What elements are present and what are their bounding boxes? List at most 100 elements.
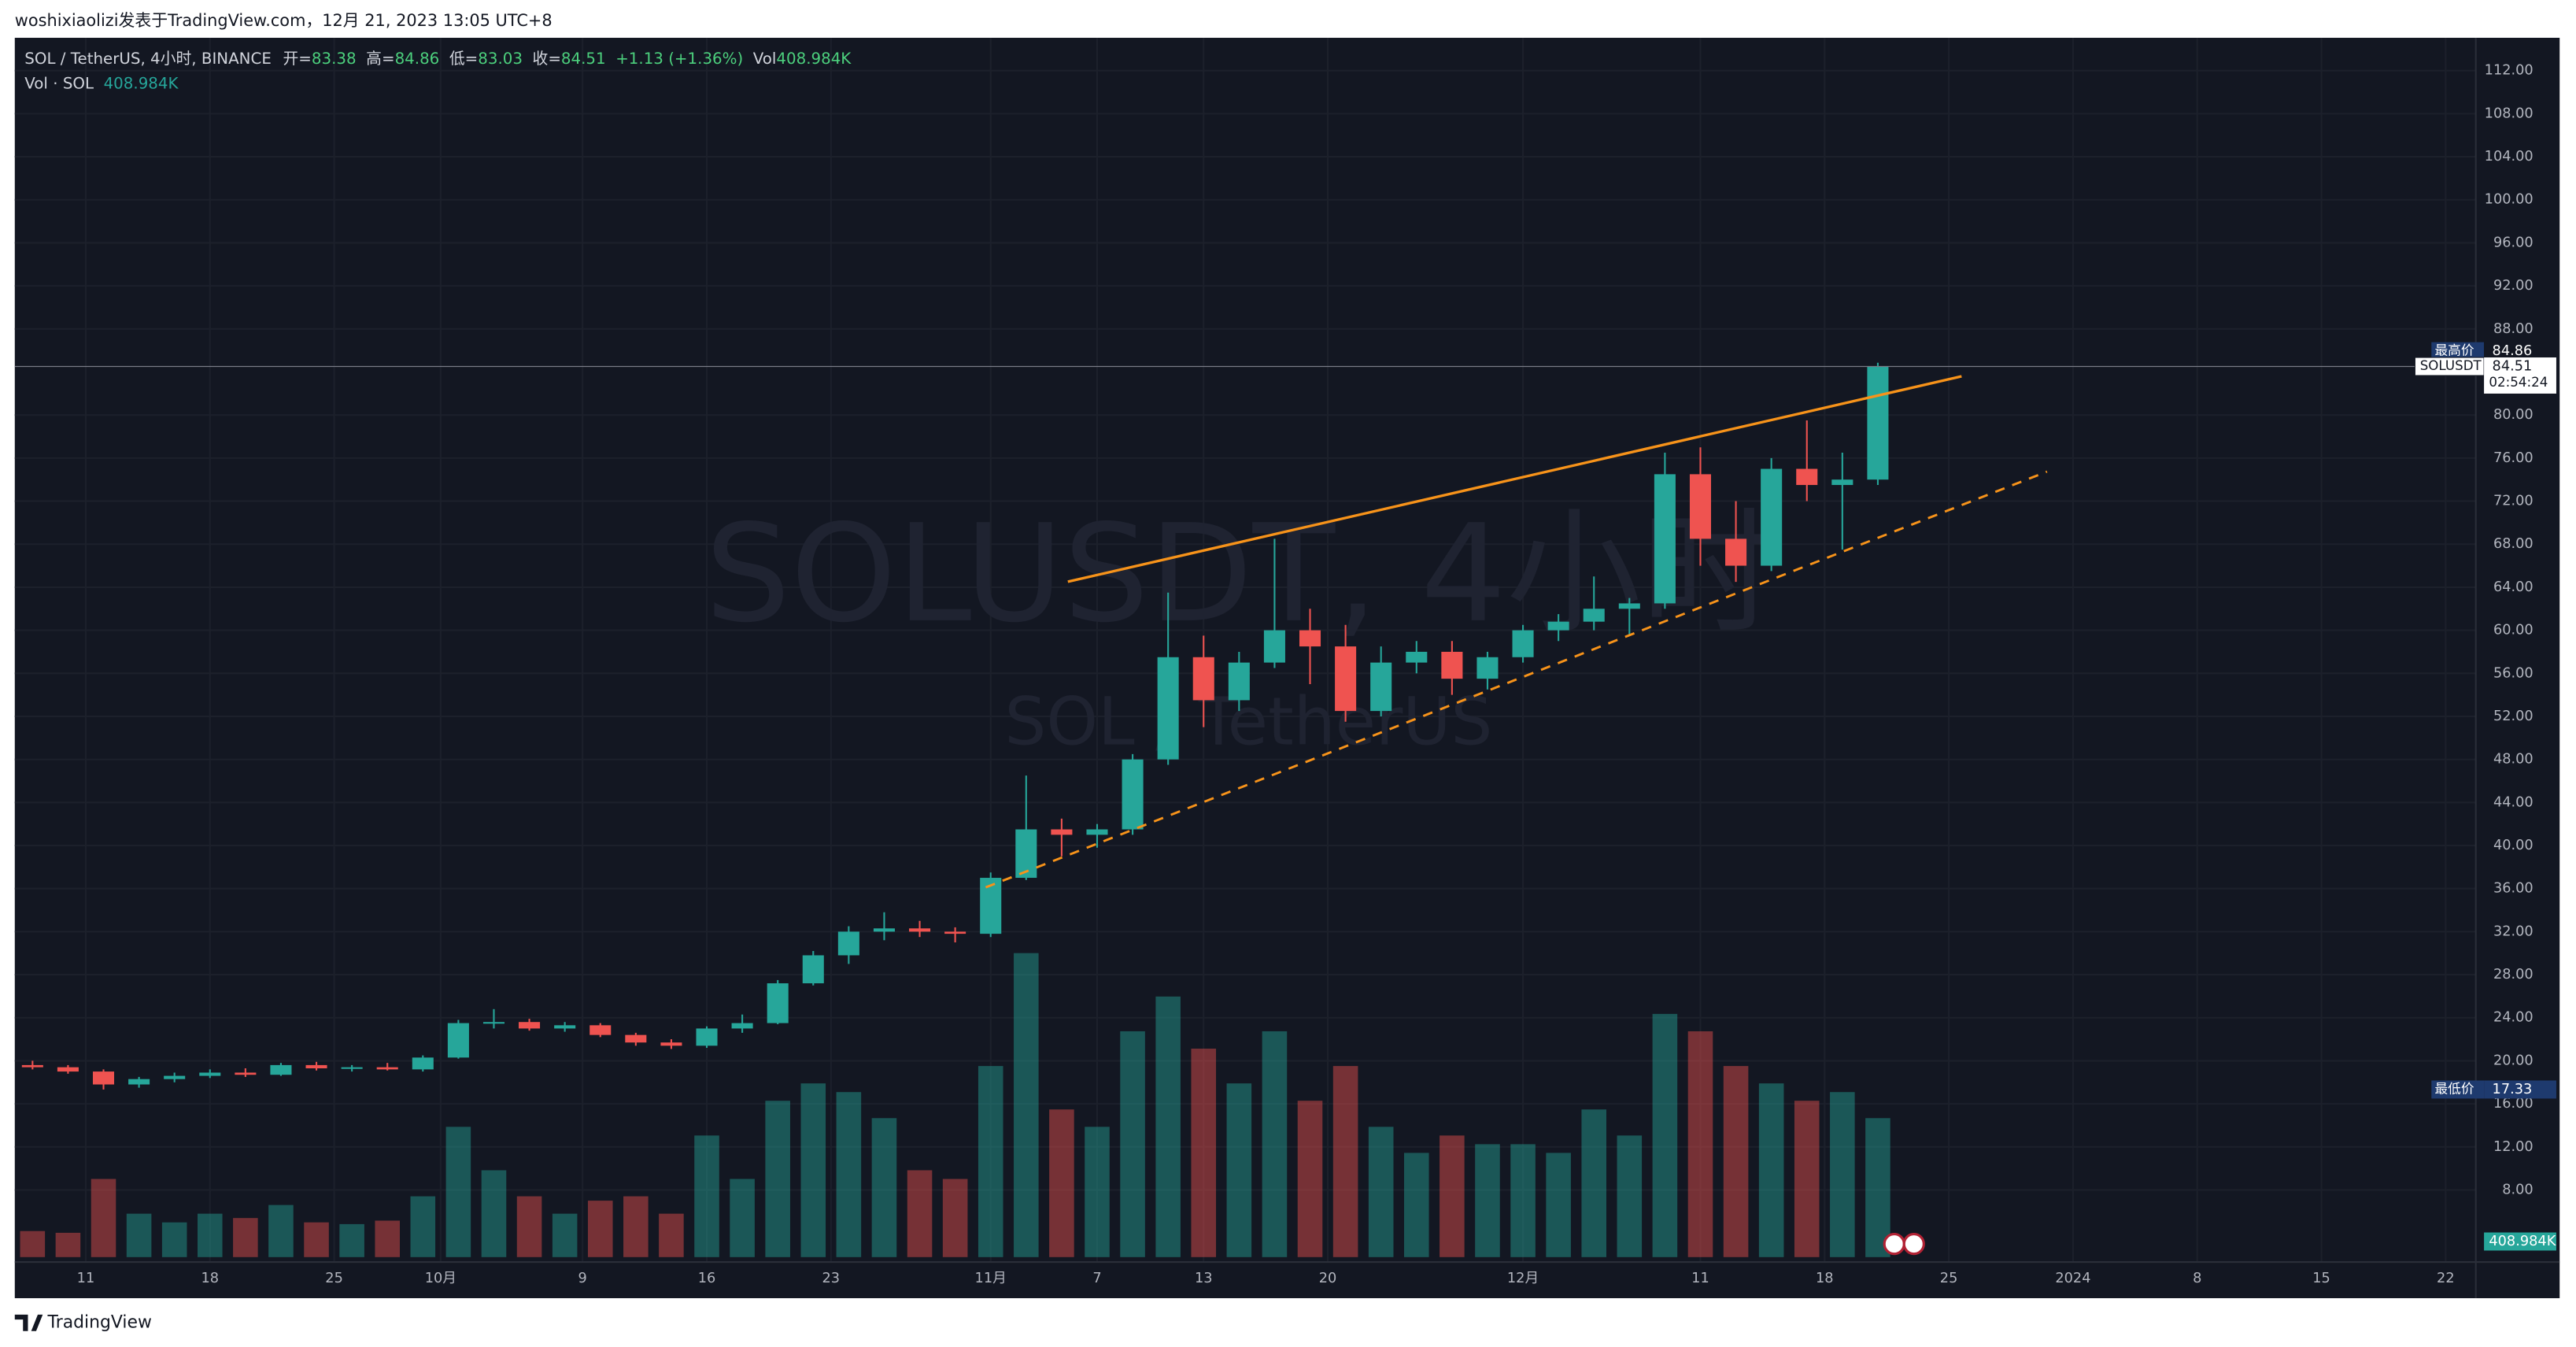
volume-bar	[1085, 1127, 1110, 1257]
candle-body	[1689, 474, 1712, 539]
x-tick-label: 18	[1816, 1271, 1834, 1286]
candle-body	[412, 1057, 434, 1070]
legend-value: 84.86	[395, 50, 440, 68]
candle-body	[376, 1067, 398, 1070]
x-tick-label: 12月	[1507, 1271, 1539, 1286]
volume-bar	[765, 1101, 790, 1257]
y-tick-label: 88.00	[2493, 321, 2533, 337]
y-tick-label: 16.00	[2493, 1096, 2533, 1112]
volume-bar	[1191, 1049, 1217, 1257]
x-tick-label: 25	[325, 1271, 343, 1286]
y-tick-label: 60.00	[2493, 623, 2533, 638]
legend-value: +1.13 (+1.36%)	[615, 50, 743, 68]
last-symbol: SOLUSDT	[2420, 358, 2482, 373]
y-tick-label: 92.00	[2493, 278, 2533, 294]
x-tick-label: 8	[2193, 1271, 2201, 1286]
volume-bar	[1332, 1066, 1358, 1257]
volume-bar	[1617, 1135, 1643, 1257]
candle-body	[1618, 603, 1640, 609]
candle-body	[235, 1072, 257, 1075]
volume-bar	[836, 1092, 862, 1257]
volume-bar	[304, 1222, 329, 1257]
y-tick-label: 100.00	[2485, 192, 2533, 208]
y-tick-label: 104.00	[2485, 149, 2533, 165]
volume-bar	[55, 1232, 81, 1257]
candle-body	[873, 928, 895, 932]
volume-bar	[1830, 1092, 1855, 1257]
volume-bar	[800, 1083, 826, 1257]
volume-bar	[20, 1230, 46, 1257]
volume-bar	[516, 1196, 542, 1257]
candle-body	[909, 928, 931, 932]
candle-body	[1335, 646, 1357, 712]
x-tick-label: 25	[1940, 1271, 1958, 1286]
candle-body	[1192, 657, 1214, 701]
volume-bar	[1120, 1031, 1145, 1257]
last-value-bg	[2484, 357, 2556, 394]
y-tick-label: 24.00	[2493, 1010, 2533, 1026]
x-tick-label: 18	[201, 1271, 219, 1286]
y-tick-label: 36.00	[2493, 881, 2533, 897]
candle-body	[1263, 630, 1285, 663]
volume-bar	[197, 1213, 223, 1257]
volume-bar	[623, 1196, 649, 1257]
legend-label: 开=	[283, 50, 311, 68]
x-tick-label: 7	[1092, 1271, 1101, 1286]
volume-bar	[1758, 1083, 1784, 1257]
candle-body	[1547, 621, 1569, 631]
candle-body	[1051, 829, 1073, 835]
y-tick-label: 96.00	[2493, 235, 2533, 250]
candle-body	[1157, 657, 1179, 760]
x-tick-label: 22	[2437, 1271, 2455, 1286]
volume-bar	[1049, 1109, 1074, 1257]
volume-bar	[1403, 1153, 1429, 1257]
candle-body	[1512, 630, 1534, 657]
candle-body	[980, 878, 1002, 934]
volume-bar	[1652, 1013, 1678, 1257]
volume-bar	[1723, 1066, 1749, 1257]
volume-bar	[1226, 1083, 1252, 1257]
y-tick-label: 40.00	[2493, 838, 2533, 853]
legend-value: 408.984K	[776, 50, 852, 68]
low-value-bg	[2484, 1080, 2556, 1099]
candle-body	[1441, 651, 1463, 679]
legend-value: 83.38	[312, 50, 357, 68]
volume-bar	[942, 1179, 968, 1257]
candle-body	[482, 1022, 505, 1024]
y-tick-label: 72.00	[2493, 494, 2533, 509]
candle-body	[1583, 609, 1605, 622]
x-tick-label: 23	[822, 1271, 841, 1286]
x-tick-label: 11月	[975, 1271, 1007, 1286]
x-tick-label: 15	[2312, 1271, 2330, 1286]
x-tick-label: 13	[1195, 1271, 1213, 1286]
event-icon[interactable]	[1902, 1233, 1925, 1256]
candle-body	[270, 1064, 292, 1075]
volume-bar	[552, 1213, 578, 1257]
volume-bar	[339, 1223, 364, 1257]
volume-bar	[1262, 1031, 1288, 1257]
volume-value: 408.984K	[104, 74, 179, 92]
volume-pane	[20, 953, 1890, 1257]
candle-body	[21, 1064, 43, 1068]
event-icon[interactable]	[1883, 1233, 1905, 1256]
candle-body	[1122, 759, 1144, 830]
candle-body	[341, 1067, 363, 1069]
volume-title: Vol · SOL	[24, 74, 94, 92]
low-label-bg	[2431, 1080, 2485, 1099]
y-tick-label: 52.00	[2493, 709, 2533, 724]
volume-bar	[1014, 953, 1039, 1257]
watermark-symbol: SOLUSDT, 4小时	[705, 496, 1776, 653]
candle-body	[128, 1079, 150, 1085]
volume-bar	[410, 1196, 436, 1257]
candle-body	[696, 1028, 718, 1046]
header-text: woshixiaolizi发表于TradingView.com，12月 21, …	[15, 11, 553, 30]
volume-bar	[730, 1179, 755, 1257]
volume-bar	[1510, 1144, 1536, 1257]
volume-bar	[978, 1066, 1003, 1257]
high-value: 84.86	[2493, 343, 2533, 359]
candles	[21, 362, 1889, 1090]
candle-body	[164, 1075, 186, 1079]
low-label: 最低价	[2434, 1081, 2474, 1096]
